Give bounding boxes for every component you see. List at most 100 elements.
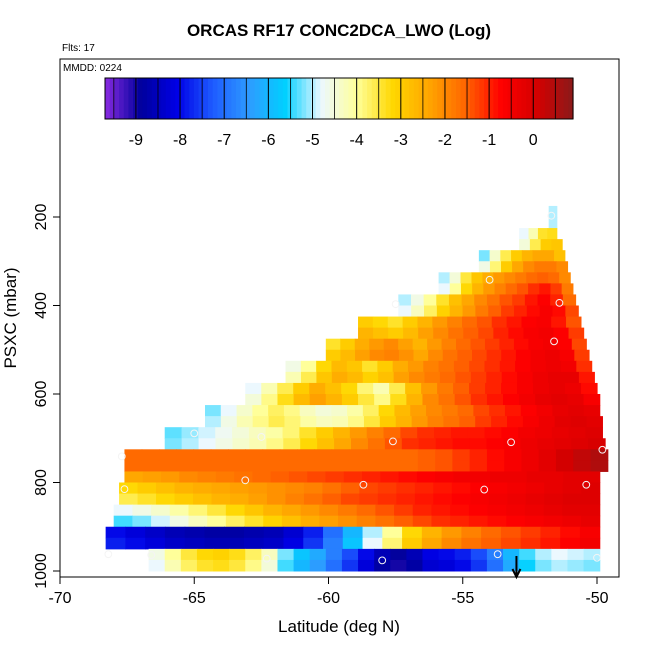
heatmap-cell (450, 427, 469, 439)
heatmap-cell (486, 294, 501, 306)
heatmap-cell (409, 371, 426, 384)
heatmap-cell (413, 349, 429, 362)
heatmap-cell (540, 526, 561, 539)
heatmap-cell (525, 482, 545, 495)
colorbar-segment (484, 78, 490, 119)
heatmap-cell (414, 482, 434, 495)
heatmap-cell (303, 482, 324, 495)
heatmap-cell (539, 305, 554, 318)
heatmap-cell (453, 382, 470, 395)
heatmap-cell (392, 360, 409, 373)
heatmap-cell (362, 360, 378, 373)
heatmap-cell (530, 349, 546, 362)
heatmap-cell (434, 427, 452, 439)
heatmap-cell (317, 438, 335, 450)
heatmap-cell (583, 559, 601, 572)
heatmap-cell (535, 427, 553, 439)
heatmap-cell (508, 327, 525, 340)
heatmap-cell (529, 239, 542, 251)
heatmap-cell (501, 382, 518, 395)
heatmap-cell (198, 427, 216, 439)
heatmap-cell (406, 559, 424, 572)
heatmap-cell (285, 360, 302, 373)
heatmap-cell (470, 482, 490, 495)
heatmap-cell (542, 338, 558, 351)
heatmap-cell (158, 460, 177, 472)
heatmap-cell (164, 438, 183, 450)
heatmap-cell (367, 438, 386, 450)
heatmap-cell (198, 438, 217, 450)
heatmap-cell (261, 382, 278, 395)
colorbar-segment (310, 78, 317, 119)
x-tick-label: -65 (183, 590, 206, 607)
heatmap-cell (545, 261, 557, 273)
heatmap-cell (333, 427, 351, 439)
heatmap-cell (331, 449, 350, 461)
heatmap-cell (229, 559, 246, 572)
heatmap-cell (504, 272, 516, 284)
heatmap-cell (435, 460, 453, 472)
heatmap-cell (453, 471, 473, 483)
sample-marker (241, 476, 250, 485)
heatmap-cell (390, 559, 407, 572)
colorbar-segment (371, 78, 378, 119)
heatmap-cell (470, 493, 490, 506)
heatmap-cell (145, 526, 166, 539)
heatmap-cell (383, 460, 402, 472)
heatmap-cell (358, 327, 374, 340)
heatmap-cell (213, 559, 230, 572)
heatmap-cell (483, 283, 496, 295)
heatmap-cell (196, 559, 214, 572)
heatmap-cell (460, 283, 473, 295)
heatmap-cell (342, 537, 364, 550)
heatmap-cell (156, 482, 176, 495)
heatmap-cell (500, 526, 522, 539)
heatmap-cell (478, 261, 491, 273)
heatmap-cell (288, 471, 308, 483)
colorbar-segment (119, 78, 125, 119)
heatmap-cell (210, 460, 229, 472)
heatmap-cell (204, 405, 222, 417)
colorbar-segment (268, 78, 275, 119)
heatmap-cell (410, 405, 427, 417)
heatmap-cell (554, 250, 566, 262)
sample-marker (104, 550, 113, 559)
heatmap-cell (387, 316, 404, 329)
heatmap-cell (470, 548, 488, 561)
heatmap-cell (403, 327, 419, 340)
heatmap-cell (263, 537, 285, 550)
heatmap-cell (372, 316, 389, 329)
heatmap-cell (490, 471, 509, 483)
heatmap-cell (297, 449, 315, 461)
y-axis: 200 400 600 800 1000 (33, 204, 60, 589)
heatmap-cell (141, 460, 160, 472)
colorbar-segment (367, 78, 373, 119)
heatmap-cell (348, 460, 367, 472)
heatmap-cell (207, 515, 227, 528)
heatmap-cell (417, 427, 435, 439)
heatmap-cell (383, 338, 399, 351)
heatmap-cell (293, 559, 311, 572)
heatmap-cell (579, 537, 601, 550)
date-note: MMDD: 0224 (63, 63, 122, 74)
heatmap-cell (562, 504, 582, 517)
heatmap-cell (148, 548, 166, 561)
colorbar-segment (479, 78, 485, 119)
heatmap-cell (438, 272, 451, 284)
heatmap-cell (433, 327, 449, 340)
heatmap-cell (520, 405, 538, 417)
heatmap-cell (270, 471, 290, 483)
heatmap-cell (160, 471, 180, 483)
heatmap-cell (519, 394, 536, 406)
heatmap-cell (436, 294, 450, 306)
colorbar-segment (217, 78, 223, 119)
heatmap-cell (449, 283, 462, 295)
heatmap-cell (547, 228, 558, 240)
heatmap-cell (568, 427, 587, 439)
heatmap-cell (277, 559, 295, 572)
heatmap-cell (474, 294, 488, 306)
heatmap-cell (544, 471, 564, 483)
heatmap-cell (499, 294, 513, 306)
heatmap-cell (285, 371, 302, 384)
heatmap-cell (501, 371, 518, 384)
